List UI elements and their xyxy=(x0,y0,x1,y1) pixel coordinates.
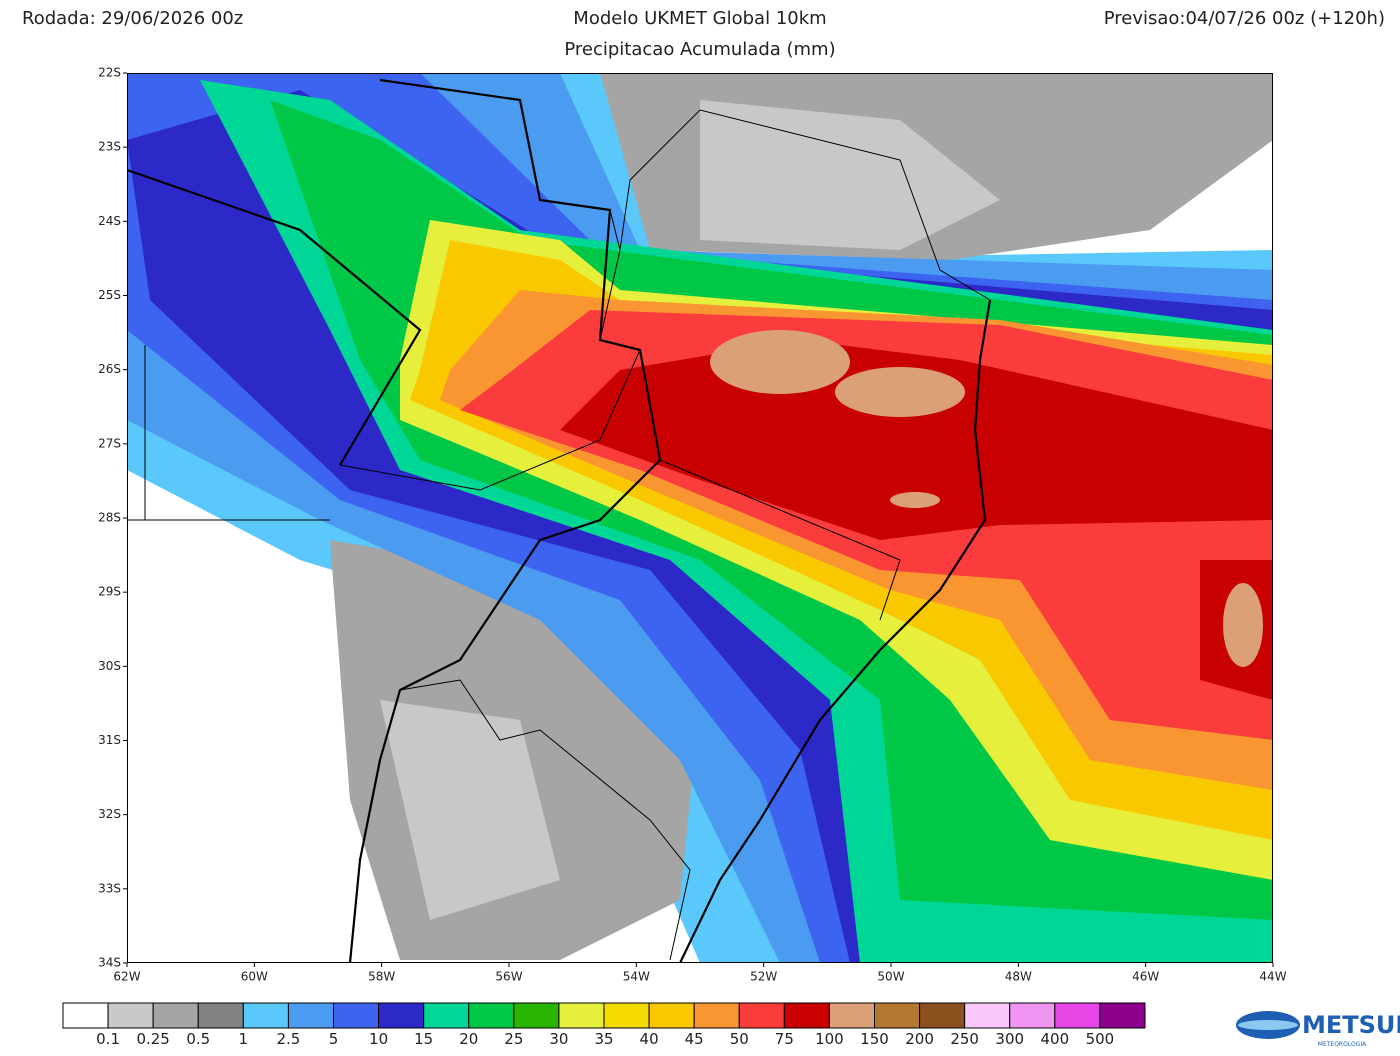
lon-label: 44W xyxy=(1259,970,1286,984)
lat-label: 34S xyxy=(98,956,121,970)
colorbar-label: 10 xyxy=(369,1030,388,1048)
colorbar-label: 150 xyxy=(860,1030,889,1048)
lon-label: 54W xyxy=(623,970,650,984)
lat-label: 30S xyxy=(98,659,121,673)
colorbar-label: 5 xyxy=(329,1030,339,1048)
colorbar-swatch xyxy=(1009,1002,1056,1029)
colorbar-swatch xyxy=(648,1002,695,1029)
colorbar-label: 0.1 xyxy=(96,1030,120,1048)
colorbar-swatch xyxy=(603,1002,650,1029)
lon-label: 60W xyxy=(241,970,268,984)
colorbar-label: 45 xyxy=(685,1030,704,1048)
colorbar-label: 2.5 xyxy=(276,1030,300,1048)
colorbar-swatch xyxy=(197,1002,244,1029)
lon-label: 50W xyxy=(877,970,904,984)
subtitle: Precipitacao Acumulada (mm) xyxy=(564,39,835,60)
lon-label: 56W xyxy=(495,970,522,984)
colorbar-label: 0.25 xyxy=(136,1030,169,1048)
colorbar-swatch xyxy=(333,1002,380,1029)
colorbar-swatch xyxy=(738,1002,785,1029)
colorbar-label: 0.5 xyxy=(186,1030,210,1048)
colorbar-label: 20 xyxy=(459,1030,478,1048)
lat-label: 29S xyxy=(98,585,121,599)
colorbar-label: 100 xyxy=(815,1030,844,1048)
colorbar-swatch xyxy=(107,1002,154,1029)
colorbar-swatch xyxy=(1054,1002,1101,1029)
colorbar-swatch xyxy=(287,1002,334,1029)
colorbar: 0.1 0.25 0.5 1 2.5 5 10 15 20 25 30 35 40 45 50 75 100 15… xyxy=(62,1002,1146,1048)
lat-label: 25S xyxy=(98,288,121,302)
colorbar-swatch xyxy=(558,1002,605,1029)
lon-label: 48W xyxy=(1005,970,1032,984)
colorbar-label: 30 xyxy=(549,1030,568,1048)
logo: METSUL METEOROLOGIA xyxy=(1236,1011,1400,1048)
lat-label: 24S xyxy=(98,214,121,228)
colorbar-swatch xyxy=(152,1002,199,1029)
lat-label: 23S xyxy=(98,140,121,154)
colorbar-swatch xyxy=(919,1002,966,1029)
colorbar-swatch xyxy=(242,1002,289,1029)
lat-label: 28S xyxy=(98,511,121,525)
colorbar-label: 400 xyxy=(1041,1030,1070,1048)
colorbar-label: 15 xyxy=(414,1030,433,1048)
lon-label: 52W xyxy=(750,970,777,984)
colorbar-swatch xyxy=(513,1002,560,1029)
title: Modelo UKMET Global 10km xyxy=(573,8,826,29)
lon-axis: 62W 60W 58W 56W 54W 52W 50W 48W 46W 44W xyxy=(113,963,1287,984)
colorbar-label: 500 xyxy=(1086,1030,1115,1048)
colorbar-swatch xyxy=(964,1002,1011,1029)
colorbar-label: 300 xyxy=(995,1030,1024,1048)
lat-label: 26S xyxy=(98,362,121,376)
colorbar-label: 75 xyxy=(775,1030,794,1048)
lon-label: 58W xyxy=(368,970,395,984)
run-label: Rodada: 29/06/2026 00z xyxy=(22,8,243,29)
lat-label: 22S xyxy=(98,66,121,80)
forecast-label: Previsao:04/07/26 00z (+120h) xyxy=(1104,8,1385,29)
colorbar-swatch xyxy=(828,1002,876,1029)
lon-label: 62W xyxy=(113,970,140,984)
colorbar-swatch xyxy=(783,1002,830,1029)
lat-label: 27S xyxy=(98,436,121,450)
colorbar-label: 50 xyxy=(730,1030,749,1048)
colorbar-label: 250 xyxy=(950,1030,979,1048)
lat-label: 32S xyxy=(98,807,121,821)
logo-name: METSUL xyxy=(1302,1011,1400,1039)
lat-axis: 22S 23S 24S 25S 26S 27S 28S 29S 30S 31S 32S 33S 34S xyxy=(98,66,127,970)
lat-label: 31S xyxy=(98,733,121,747)
colorbar-label: 40 xyxy=(640,1030,659,1048)
colorbar-swatch xyxy=(62,1002,109,1029)
colorbar-swatch xyxy=(874,1002,921,1029)
colorbar-label: 35 xyxy=(594,1030,613,1048)
colorbar-label: 25 xyxy=(504,1030,523,1048)
colorbar-swatch xyxy=(423,1002,470,1029)
logo-tagline: METEOROLOGIA xyxy=(1318,1041,1367,1048)
colorbar-swatch xyxy=(378,1002,425,1029)
colorbar-label: 1 xyxy=(239,1030,249,1048)
lon-label: 46W xyxy=(1132,970,1159,984)
colorbar-label: 200 xyxy=(905,1030,934,1048)
colorbar-swatch xyxy=(1099,1002,1146,1029)
colorbar-swatch xyxy=(468,1002,515,1029)
lat-label: 33S xyxy=(98,881,121,895)
precip-field xyxy=(127,73,1273,963)
colorbar-swatch xyxy=(693,1002,740,1029)
